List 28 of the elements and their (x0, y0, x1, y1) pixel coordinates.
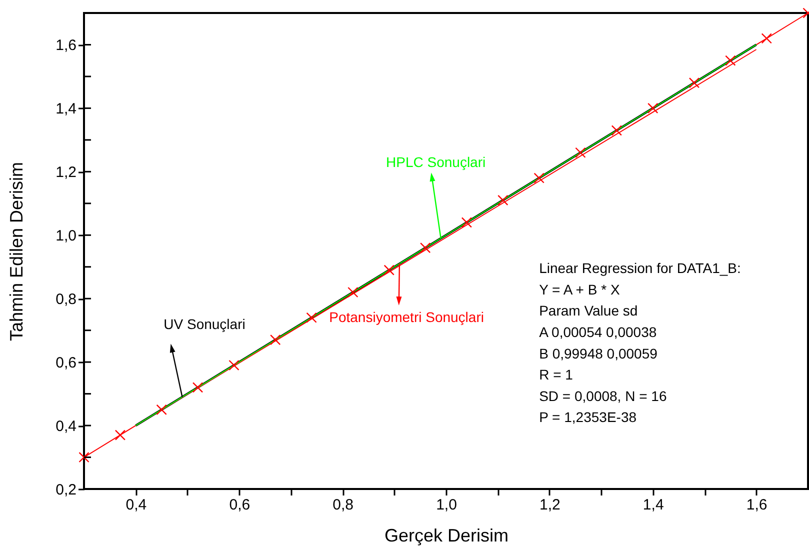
x-tick-label: 0,8 (332, 496, 354, 514)
x-tick-label: 1,6 (746, 496, 768, 514)
annotation: Param Value sd (539, 302, 638, 319)
annotation: R = 1 (539, 366, 574, 383)
annotation: Linear Regression for DATA1_B: (539, 260, 741, 276)
x-tick-label: 0,6 (229, 496, 250, 514)
y-tick-label: 0,6 (56, 354, 76, 372)
x-tick-label: 0,4 (126, 496, 147, 514)
x-tick-label: 1,0 (436, 496, 457, 514)
x-tick-label: 1,4 (642, 496, 664, 514)
y-tick-label: 0,8 (56, 291, 76, 308)
annotation: SD = 0,0008, N = 16 (539, 388, 667, 404)
y-tick-label: 1,0 (56, 228, 76, 245)
x-axis-title: Gerçek Derisim (384, 526, 509, 546)
y-tick-label: 1,6 (56, 37, 76, 54)
y-axis-title: Tahmin Edilen Derisim (6, 162, 26, 342)
y-tick-label: 1,2 (56, 164, 76, 182)
annotation: UV Sonuçlari (164, 316, 246, 332)
annotation: HPLC Sonuçlari (386, 154, 486, 170)
y-tick-label: 1,4 (56, 100, 76, 118)
annotation: Y = A + B * X (539, 281, 620, 298)
y-tick-label: 0,4 (56, 418, 76, 436)
y-tick-label: 0,2 (56, 482, 76, 498)
annotation: B 0,99948 0,00059 (539, 345, 658, 362)
annotation: P = 1,2353E-38 (539, 409, 637, 426)
x-tick-label: 1,2 (540, 496, 560, 514)
annotation: Potansiyometri Sonuçlari (329, 308, 484, 325)
annotation: A 0,00054 0,00038 (539, 324, 657, 340)
